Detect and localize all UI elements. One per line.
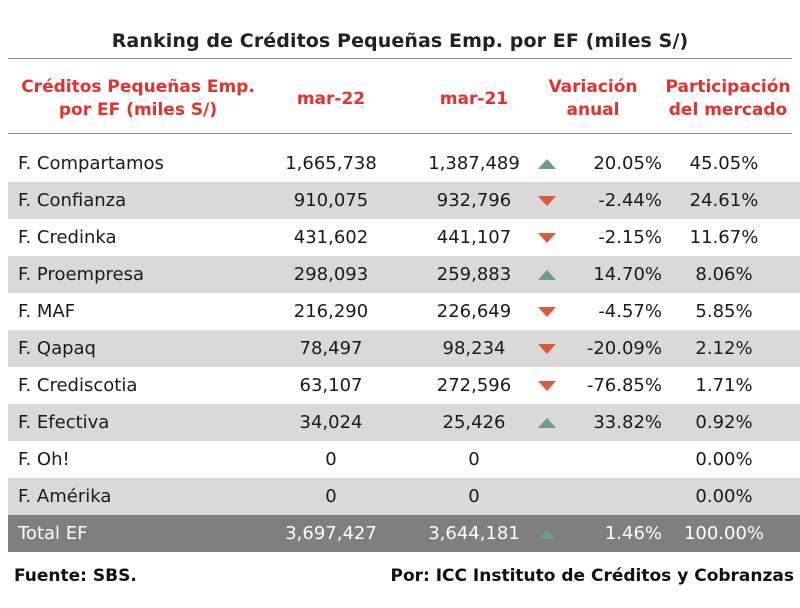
- value-mar22: 1,665,738: [285, 153, 377, 174]
- table-row: F. Qapaq 78,497 98,234 -20.09% 2.12%: [8, 330, 800, 367]
- trend-down-icon: [532, 293, 562, 330]
- value-mar22: 0: [325, 486, 337, 507]
- table-row: F. Amérika 0 0 0.00%: [8, 478, 800, 515]
- entity-name: F. Amérika: [18, 486, 112, 507]
- value-participation: 24.61%: [689, 190, 759, 211]
- value-participation: 2.12%: [695, 338, 753, 359]
- value-participation: 5.85%: [695, 301, 753, 322]
- value-mar21: 25,426: [442, 412, 506, 433]
- value-participation: 11.67%: [689, 227, 759, 248]
- entity-name: F. Credinka: [18, 227, 117, 248]
- trend-up-icon: [532, 256, 562, 293]
- value-variation: -2.44%: [598, 190, 662, 211]
- trend-up-icon: [532, 145, 562, 182]
- table-row: F. Proempresa 298,093 259,883 14.70% 8.0…: [8, 256, 800, 293]
- table-row: F. Crediscotia 63,107 272,596 -76.85% 1.…: [8, 367, 800, 404]
- value-variation: -20.09%: [586, 338, 662, 359]
- header-divider: [8, 133, 792, 134]
- value-participation: 0.00%: [695, 486, 753, 507]
- value-participation: 0.92%: [695, 412, 753, 433]
- value-mar22: 34,024: [299, 412, 363, 433]
- value-mar22: 431,602: [293, 227, 369, 248]
- value-mar22: 63,107: [299, 375, 363, 396]
- value-mar22: 298,093: [293, 264, 369, 285]
- value-mar21: 98,234: [442, 338, 506, 359]
- value-variation: 20.05%: [593, 153, 662, 174]
- value-mar21: 272,596: [436, 375, 512, 396]
- value-mar21: 259,883: [436, 264, 512, 285]
- entity-name: F. MAF: [18, 301, 76, 322]
- total-label: Total EF: [18, 523, 88, 544]
- value-mar21: 1,387,489: [428, 153, 520, 174]
- value-mar22: 78,497: [299, 338, 363, 359]
- table-title: Ranking de Créditos Pequeñas Emp. por EF…: [111, 30, 689, 52]
- entity-name: F. Proempresa: [18, 264, 144, 285]
- value-mar22: 216,290: [293, 301, 369, 322]
- value-mar21: 0: [468, 486, 480, 507]
- value-participation: 0.00%: [695, 449, 753, 470]
- table-row: F. Credinka 431,602 441,107 -2.15% 11.67…: [8, 219, 800, 256]
- value-participation: 45.05%: [689, 153, 759, 174]
- trend-up-icon: [532, 515, 562, 552]
- trend-down-icon: [532, 367, 562, 404]
- value-mar21: 0: [468, 449, 480, 470]
- table-row: F. Compartamos 1,665,738 1,387,489 20.05…: [8, 145, 800, 182]
- table-header: Créditos Pequeñas Emp. por EF (miles S/)…: [0, 64, 800, 134]
- value-mar21: 932,796: [436, 190, 512, 211]
- header-mar22: mar-22: [296, 88, 366, 109]
- value-variation: 33.82%: [593, 412, 662, 433]
- table-row: F. Confianza 910,075 932,796 -2.44% 24.6…: [8, 182, 800, 219]
- trend-down-icon: [532, 330, 562, 367]
- value-mar22: 0: [325, 449, 337, 470]
- value-variation: [548, 441, 662, 478]
- value-mar21: 441,107: [436, 227, 512, 248]
- value-mar22: 910,075: [293, 190, 369, 211]
- entity-name: F. Crediscotia: [18, 375, 138, 396]
- title-divider: [8, 58, 792, 59]
- trend-down-icon: [532, 182, 562, 219]
- trend-up-icon: [532, 404, 562, 441]
- value-mar21: 226,649: [436, 301, 512, 322]
- credit-note: Por: ICC Instituto de Créditos y Cobranz…: [390, 566, 794, 586]
- total-row: Total EF 3,697,427 3,644,181 1.46% 100.0…: [8, 515, 800, 552]
- entity-name: F. Confianza: [18, 190, 127, 211]
- total-mar21: 3,644,181: [428, 523, 520, 544]
- header-mar21: mar-21: [439, 88, 509, 109]
- entity-name: F. Efectiva: [18, 412, 110, 433]
- entity-name: F. Oh!: [18, 449, 70, 470]
- entity-name: F. Qapaq: [18, 338, 96, 359]
- header-name: Créditos Pequeñas Emp. por EF (miles S/): [21, 77, 255, 120]
- value-participation: 1.71%: [695, 375, 753, 396]
- entity-name: F. Compartamos: [18, 153, 164, 174]
- total-mar22: 3,697,427: [285, 523, 377, 544]
- trend-down-icon: [532, 219, 562, 256]
- table-row: F. MAF 216,290 226,649 -4.57% 5.85%: [8, 293, 800, 330]
- value-variation: -4.57%: [598, 301, 662, 322]
- table-row: F. Efectiva 34,024 25,426 33.82% 0.92%: [8, 404, 800, 441]
- value-variation: [548, 478, 662, 515]
- value-variation: 14.70%: [593, 264, 662, 285]
- value-variation: -76.85%: [586, 375, 662, 396]
- table-row: F. Oh! 0 0 0.00%: [8, 441, 800, 478]
- table-body: F. Compartamos 1,665,738 1,387,489 20.05…: [8, 145, 800, 552]
- value-participation: 8.06%: [695, 264, 753, 285]
- header-variation: Variación anual: [548, 77, 638, 120]
- source-note: Fuente: SBS.: [14, 566, 137, 586]
- total-variation: 1.46%: [604, 523, 662, 544]
- value-variation: -2.15%: [598, 227, 662, 248]
- total-participation: 100.00%: [683, 523, 765, 544]
- header-participation: Participación del mercado: [665, 77, 791, 120]
